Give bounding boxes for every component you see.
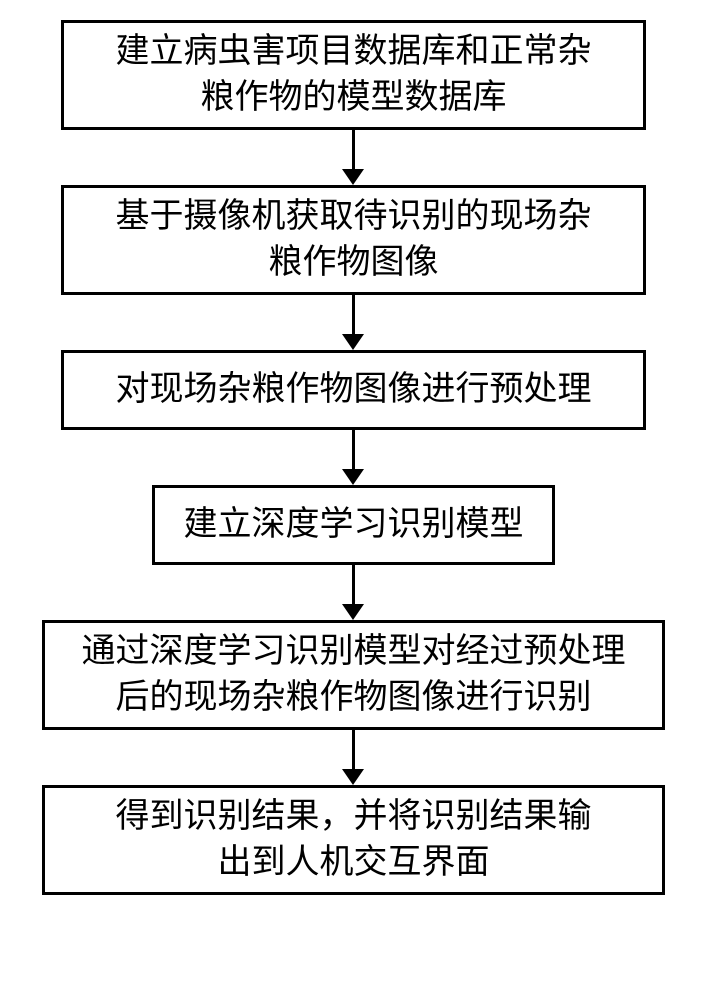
flow-node-1: 建立病虫害项目数据库和正常杂 粮作物的模型数据库	[61, 20, 646, 130]
flow-node-5: 通过深度学习识别模型对经过预处理 后的现场杂粮作物图像进行识别	[42, 620, 665, 730]
flowchart-canvas: 建立病虫害项目数据库和正常杂 粮作物的模型数据库 基于摄像机获取待识别的现场杂 …	[0, 0, 707, 1000]
flow-node-label: 通过深度学习识别模型对经过预处理 后的现场杂粮作物图像进行识别	[82, 629, 626, 721]
flow-arrow-head-icon	[342, 169, 364, 185]
flow-arrow-head-icon	[342, 769, 364, 785]
flow-node-2: 基于摄像机获取待识别的现场杂 粮作物图像	[61, 185, 646, 295]
flow-node-label: 对现场杂粮作物图像进行预处理	[116, 367, 592, 413]
flow-arrow-head-icon	[342, 604, 364, 620]
flow-arrow-line	[352, 565, 355, 604]
flow-node-6: 得到识别结果，并将识别结果输 出到人机交互界面	[42, 785, 665, 895]
flow-node-label: 基于摄像机获取待识别的现场杂 粮作物图像	[116, 194, 592, 286]
flow-arrow-line	[352, 730, 355, 769]
flow-arrow-line	[352, 430, 355, 469]
flow-node-label: 建立深度学习识别模型	[184, 502, 524, 548]
flow-arrow-head-icon	[342, 469, 364, 485]
flow-node-label: 得到识别结果，并将识别结果输 出到人机交互界面	[116, 794, 592, 886]
flow-arrow-line	[352, 130, 355, 169]
flow-node-label: 建立病虫害项目数据库和正常杂 粮作物的模型数据库	[116, 29, 592, 121]
flow-arrow-line	[352, 295, 355, 334]
flow-node-3: 对现场杂粮作物图像进行预处理	[61, 350, 646, 430]
flow-node-4: 建立深度学习识别模型	[152, 485, 555, 565]
flow-arrow-head-icon	[342, 334, 364, 350]
